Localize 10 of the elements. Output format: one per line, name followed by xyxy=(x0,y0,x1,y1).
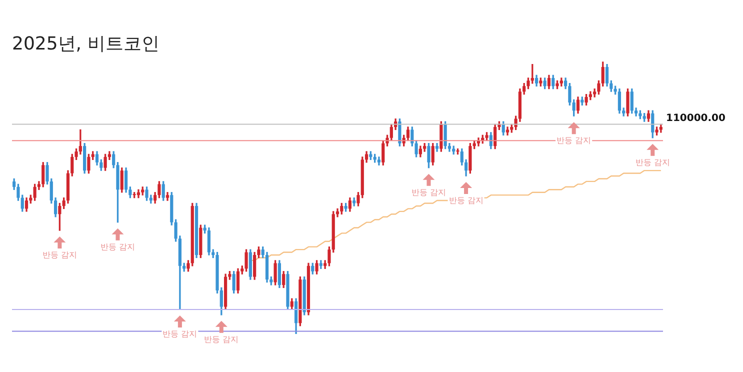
annotation: 반등 감지 xyxy=(42,250,77,260)
text: 110000.00 xyxy=(666,112,726,124)
annotation: 반등 감지 xyxy=(162,330,198,339)
annotation: 반등 감지 xyxy=(556,136,592,146)
chart-title: 2025년, 비트코인 xyxy=(12,33,160,54)
annotation: 반등 감지 xyxy=(635,158,670,167)
annotation: 반등 감지 xyxy=(448,196,484,206)
annotation: 반등 감지 xyxy=(411,188,446,197)
annotation: 반등 감지 xyxy=(204,335,239,344)
annotation: 반등 감지 xyxy=(100,242,136,252)
